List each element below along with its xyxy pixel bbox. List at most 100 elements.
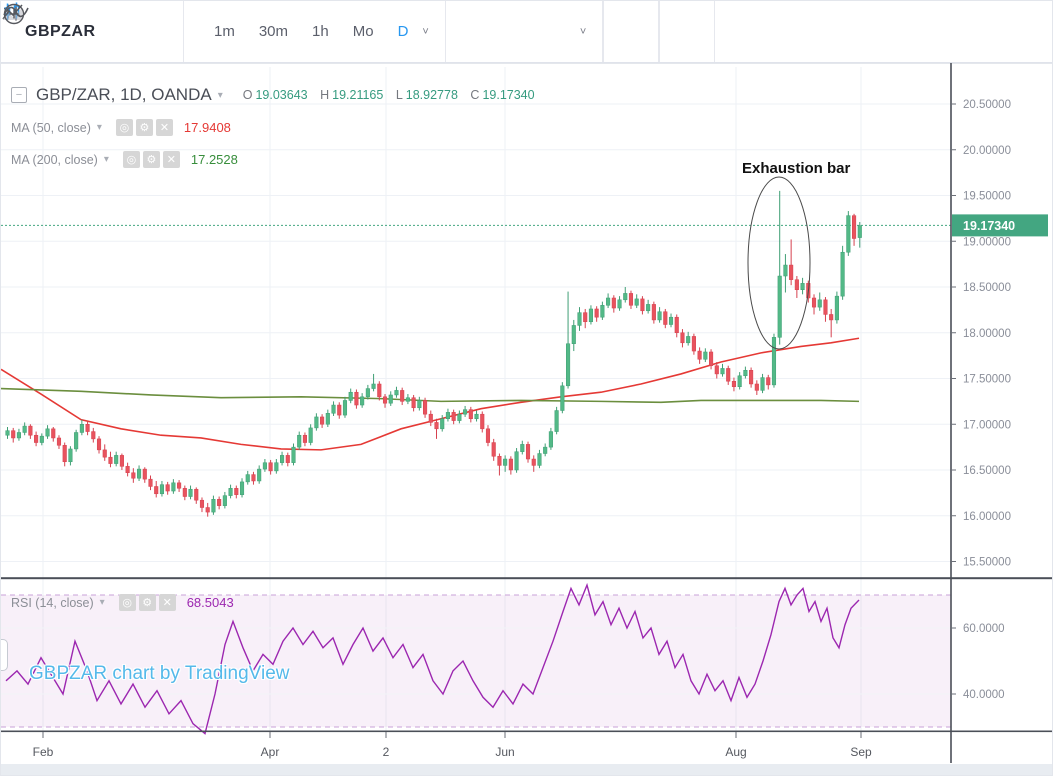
candle-body	[165, 484, 170, 492]
candle-body	[211, 499, 216, 513]
candle-body	[640, 298, 645, 312]
candle-body	[634, 298, 639, 306]
delete-icon[interactable]: ✕	[155, 119, 173, 136]
settings-icon[interactable]: ⚙	[138, 594, 156, 611]
price-axis-label: 19.00000	[963, 236, 1011, 248]
rsi-line[interactable]	[5, 582, 860, 735]
candle-body	[388, 394, 393, 404]
interval-button-1h[interactable]: 1h	[312, 23, 329, 40]
candle-body	[737, 375, 742, 387]
candle-body	[571, 325, 576, 344]
indicator-buttons: ◎ ⚙ ✕	[115, 119, 176, 136]
candle-body	[114, 455, 119, 464]
chevron-down-icon[interactable]: ˅	[422, 25, 429, 38]
candle-body	[251, 474, 256, 482]
candle-body	[703, 351, 708, 360]
chevron-down-icon[interactable]: ˅	[579, 25, 587, 38]
indicator-row-rsi: RSI (14, close) ▾ ◎ ⚙ ✕ 68.5043	[11, 594, 234, 611]
candle-body	[628, 293, 634, 306]
chevron-down-icon[interactable]: ▾	[99, 597, 105, 608]
candle-body	[503, 458, 508, 466]
candle-body	[85, 424, 90, 432]
candle-body	[74, 432, 79, 450]
area-chart-icon[interactable]	[2, 4, 578, 52]
price-axis-label: 18.50000	[963, 282, 1011, 294]
interval-button-1m[interactable]: 1m	[214, 23, 235, 40]
visibility-icon[interactable]: ◎	[118, 594, 136, 611]
pane-separator[interactable]	[1, 577, 1053, 580]
last-price-label: 19.17340	[963, 219, 1015, 233]
candle-body	[852, 215, 857, 239]
candle-body	[434, 422, 439, 430]
chevron-down-icon[interactable]: ▾	[103, 154, 109, 165]
symbol-button[interactable]: GBPZAR	[1, 1, 184, 62]
candle-body	[817, 299, 822, 308]
candle-body	[194, 488, 199, 501]
candle-body	[594, 308, 599, 318]
interval-button-Mo[interactable]: Mo	[352, 23, 374, 40]
top-toolbar: GBPZAR 1m 30m 1h Mo D ˅	[1, 1, 1052, 63]
time-axis-label: Feb	[33, 745, 54, 759]
indicator-buttons: ◎ ⚙ ✕	[118, 594, 179, 611]
settings-icon[interactable]: ⚙	[142, 151, 160, 168]
series[interactable]	[1, 190, 951, 735]
last-price-label-group: 19.17340	[952, 214, 1048, 237]
candle-body	[606, 297, 611, 306]
delete-icon[interactable]: ✕	[162, 151, 180, 168]
candle-body	[205, 507, 210, 513]
axes[interactable]: 20.50000 20.00000 19.50000 19.00000 18.50000…	[33, 99, 1011, 759]
candle-body	[417, 400, 422, 409]
candle-body	[537, 453, 542, 466]
bar-chart-icon[interactable]	[4, 4, 490, 52]
candle-body	[28, 425, 33, 436]
candle-body	[491, 442, 496, 457]
candlestick-chart-icon[interactable]	[4, 2, 534, 52]
exhaustion-ellipse	[747, 176, 811, 350]
candle-body	[474, 413, 479, 420]
chevron-down-icon[interactable]: ▾	[217, 89, 223, 101]
collapse-pane-icon[interactable]: −	[11, 87, 27, 103]
candle-body	[766, 377, 771, 386]
candle-body	[754, 383, 759, 391]
indicator-row-ma200: MA (200, close) ▾ ◎ ⚙ ✕ 17.2528	[11, 151, 238, 168]
price-axis-label: 17.50000	[963, 374, 1011, 386]
settings-icon[interactable]: ⚙	[135, 119, 153, 136]
candle-body	[829, 314, 834, 321]
rsi-band-fill	[1, 595, 951, 727]
candle-body	[583, 312, 588, 323]
candle-body	[119, 455, 124, 467]
candle-body	[177, 482, 182, 489]
candle-body	[800, 283, 805, 290]
time-axis-label: Sep	[850, 745, 872, 759]
candle-body	[51, 428, 56, 439]
candle-body	[159, 484, 164, 495]
visibility-icon[interactable]: ◎	[122, 151, 140, 168]
candle-body	[783, 264, 788, 277]
candle-body	[22, 425, 27, 433]
interval-button-30m[interactable]: 30m	[258, 23, 289, 40]
candle-body	[777, 275, 782, 338]
interval-button-D[interactable]: D	[397, 23, 409, 40]
compare-add-button[interactable]	[3, 1, 660, 62]
line-tool-button[interactable]	[3, 1, 716, 62]
candle-body	[720, 368, 725, 375]
chevron-down-icon[interactable]: ▾	[96, 122, 102, 133]
symbol-title[interactable]: GBP/ZAR, 1D, OANDA	[36, 85, 212, 104]
candle-body	[285, 455, 290, 463]
pane-resize-handle[interactable]	[1, 639, 8, 671]
candle-body	[577, 312, 582, 326]
candle-body	[171, 482, 176, 492]
overlay-line-ma200[interactable]	[1, 387, 860, 404]
candle-body	[131, 472, 136, 479]
pane-borders	[1, 63, 1053, 775]
candle-body	[525, 444, 531, 460]
price-axis-label: 20.50000	[963, 99, 1011, 111]
candlestick-series[interactable]	[5, 190, 862, 517]
candle-body	[405, 397, 410, 402]
visibility-icon[interactable]: ◎	[115, 119, 133, 136]
high-label: H	[320, 88, 330, 102]
price-axis-label: 16.00000	[963, 511, 1011, 523]
delete-icon[interactable]: ✕	[158, 594, 176, 611]
indicator-buttons: ◎ ⚙ ✕	[122, 151, 183, 168]
